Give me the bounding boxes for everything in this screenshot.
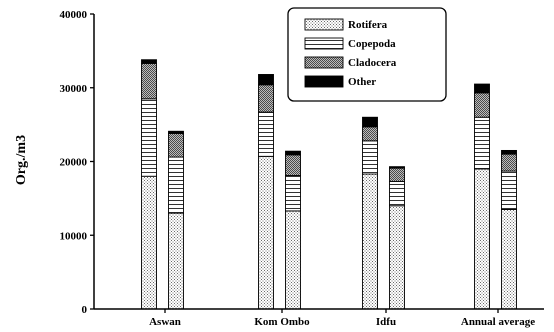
y-tick-label: 20000 [60,157,88,169]
bar-segment-rotifera [501,208,517,310]
bar-segment-cladocera [258,84,274,113]
legend-label: Copepoda [348,38,396,50]
bar-segment-copepoda [141,98,157,177]
y-tick-label: 10000 [60,230,88,242]
y-tick-label: 0 [82,304,88,316]
x-tick-label: Kom Ombo [254,316,310,328]
bar-segment-cladocera [141,62,157,100]
y-tick-label: 30000 [60,83,88,95]
x-tick-label: Annual average [461,316,535,328]
bar-segment-rotifera [362,173,378,310]
bars-layer [141,59,517,310]
bar-segment-copepoda [168,156,184,214]
bar-segment-rotifera [141,175,157,310]
legend-swatch [304,56,344,69]
legend-swatch [304,18,344,31]
y-axis-title: Org./m3 [14,135,29,185]
x-tick-label: Idfu [376,316,396,328]
bar-segment-cladocera [501,153,517,172]
bar-segment-rotifera [474,168,490,310]
bar-segment-other [474,83,490,94]
bar-segment-copepoda [474,116,490,170]
bar-segment-copepoda [285,175,301,212]
legend-label: Other [348,76,376,88]
bar-segment-other [389,166,405,169]
bar-segment-cladocera [362,126,378,142]
bar-segment-copepoda [258,111,274,157]
bar-segment-other [362,116,378,128]
x-tick-label: Aswan [149,316,181,328]
bar-segment-cladocera [285,154,301,176]
bar-segment-cladocera [389,167,405,182]
bar-segment-copepoda [362,140,378,175]
legend-label: Cladocera [348,57,397,69]
bar-segment-other [285,150,301,156]
bar-segment-other [501,149,517,155]
axes-layer: 0 10000 20000 30000 40000 Aswan Kom Ombo Idfu An… [60,9,544,328]
bar-segment-rotifera [168,212,184,310]
bar-segment-other [168,130,184,134]
bar-segment-copepoda [389,180,405,207]
legend-swatch [304,37,344,50]
legend-swatch [304,75,344,88]
bar-segment-cladocera [474,92,490,118]
legend: Rotifera Copepoda Cladocera Other [287,7,447,102]
bar-segment-other [141,59,157,64]
legend-label: Rotifera [348,19,388,31]
bar-segment-cladocera [168,133,184,158]
bar-segment-copepoda [501,170,517,210]
bar-segment-rotifera [285,210,301,310]
y-tick-label: 40000 [60,9,88,21]
bar-segment-rotifera [258,155,274,310]
bar-segment-other [258,74,274,86]
bar-segment-rotifera [389,205,405,310]
